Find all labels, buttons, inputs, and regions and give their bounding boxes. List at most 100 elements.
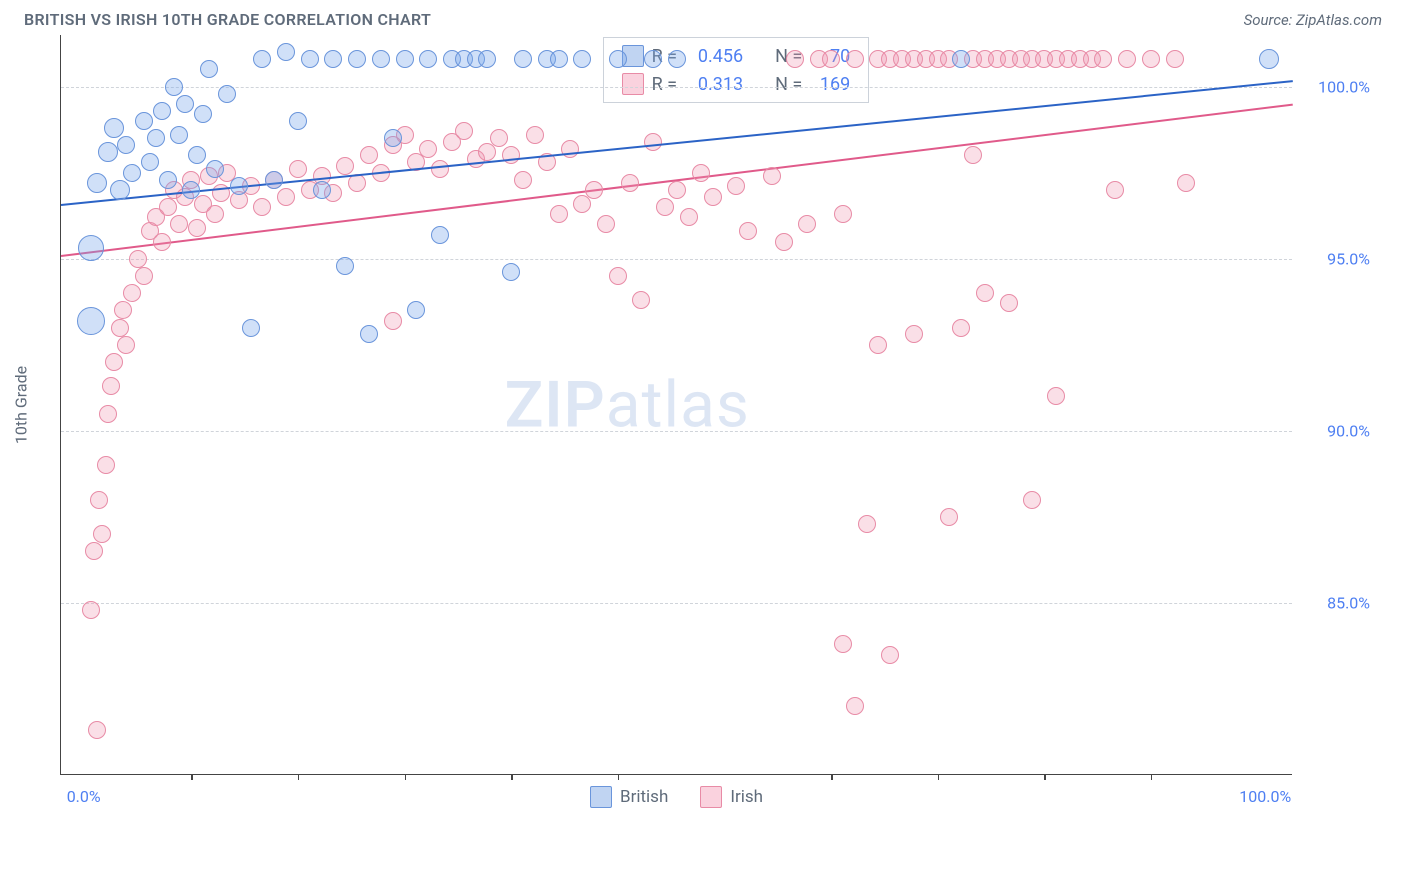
data-point <box>407 301 425 319</box>
data-point <box>114 301 132 319</box>
data-point <box>153 233 171 251</box>
grid-line <box>61 603 1292 604</box>
data-point <box>265 171 283 189</box>
data-point <box>159 198 177 216</box>
data-point <box>881 646 899 664</box>
data-point <box>846 50 864 68</box>
data-point <box>1106 181 1124 199</box>
x-tick-label: 100.0% <box>1239 787 1291 806</box>
data-point <box>846 697 864 715</box>
x-tick-mark <box>511 774 513 780</box>
data-point <box>419 140 437 158</box>
data-point <box>253 198 271 216</box>
data-point <box>384 129 402 147</box>
data-point <box>644 133 662 151</box>
data-point <box>419 50 437 68</box>
data-point <box>289 112 307 130</box>
data-point <box>230 177 248 195</box>
data-point <box>431 226 449 244</box>
y-axis-label: 10th Grade <box>12 365 31 443</box>
data-point <box>550 50 568 68</box>
chart-source: Source: ZipAtlas.com <box>1244 11 1382 29</box>
data-point <box>360 146 378 164</box>
r-value-british: 0.456 <box>685 46 743 67</box>
x-tick-mark <box>831 774 833 780</box>
x-tick-mark <box>298 774 300 780</box>
data-point <box>360 325 378 343</box>
x-tick-mark <box>1044 774 1046 780</box>
data-point <box>301 50 319 68</box>
data-point <box>110 180 130 200</box>
grid-line <box>61 87 1292 88</box>
data-point <box>668 181 686 199</box>
data-point <box>77 307 105 335</box>
r-label: R = <box>652 74 677 95</box>
x-tick-label: 0.0% <box>67 787 101 806</box>
data-point <box>111 319 129 337</box>
chart-header: BRITISH VS IRISH 10TH GRADE CORRELATION … <box>0 0 1406 35</box>
data-point <box>170 126 188 144</box>
data-point <box>905 325 923 343</box>
legend-item-british: British <box>590 786 668 808</box>
data-point <box>289 160 307 178</box>
y-tick-label: 90.0% <box>1327 421 1370 440</box>
data-point <box>324 50 342 68</box>
data-point <box>1047 387 1065 405</box>
data-point <box>692 164 710 182</box>
data-point <box>176 95 194 113</box>
data-point <box>940 508 958 526</box>
data-point <box>200 60 218 78</box>
data-point <box>502 146 520 164</box>
data-point <box>182 181 200 199</box>
legend-label-british: British <box>620 787 668 807</box>
data-point <box>834 205 852 223</box>
data-point <box>704 188 722 206</box>
data-point <box>550 205 568 223</box>
data-point <box>1094 50 1112 68</box>
data-point <box>573 50 591 68</box>
data-point <box>277 188 295 206</box>
data-point <box>153 102 171 120</box>
data-point <box>668 50 686 68</box>
chart-title: BRITISH VS IRISH 10TH GRADE CORRELATION … <box>24 10 431 29</box>
x-tick-mark <box>618 774 620 780</box>
data-point <box>621 174 639 192</box>
correlation-legend: R = 0.456 N = 70 R = 0.313 N = 169 <box>603 37 870 103</box>
data-point <box>117 336 135 354</box>
data-point <box>194 105 212 123</box>
data-point <box>218 85 236 103</box>
data-point <box>129 250 147 268</box>
r-value-irish: 0.313 <box>685 74 743 95</box>
data-point <box>609 50 627 68</box>
data-point <box>188 219 206 237</box>
data-point <box>188 146 206 164</box>
data-point <box>656 198 674 216</box>
data-point <box>502 263 520 281</box>
data-point <box>834 635 852 653</box>
legend-label-irish: Irish <box>730 787 763 807</box>
x-tick-mark <box>191 774 193 780</box>
data-point <box>1177 174 1195 192</box>
data-point <box>97 456 115 474</box>
data-point <box>105 353 123 371</box>
swatch-irish-icon <box>700 786 722 808</box>
data-point <box>822 50 840 68</box>
data-point <box>336 257 354 275</box>
data-point <box>78 235 104 261</box>
data-point <box>93 525 111 543</box>
data-point <box>514 171 532 189</box>
x-tick-mark <box>1151 774 1153 780</box>
data-point <box>869 336 887 354</box>
data-point <box>206 160 224 178</box>
x-tick-mark <box>938 774 940 780</box>
data-point <box>1118 50 1136 68</box>
data-point <box>384 312 402 330</box>
plot-region: 10th Grade ZIPatlas R = 0.456 N = 70 R =… <box>60 35 1292 775</box>
data-point <box>82 601 100 619</box>
data-point <box>798 215 816 233</box>
data-point <box>1259 49 1279 69</box>
data-point <box>159 171 177 189</box>
data-point <box>526 126 544 144</box>
grid-line <box>61 259 1292 260</box>
data-point <box>585 181 603 199</box>
